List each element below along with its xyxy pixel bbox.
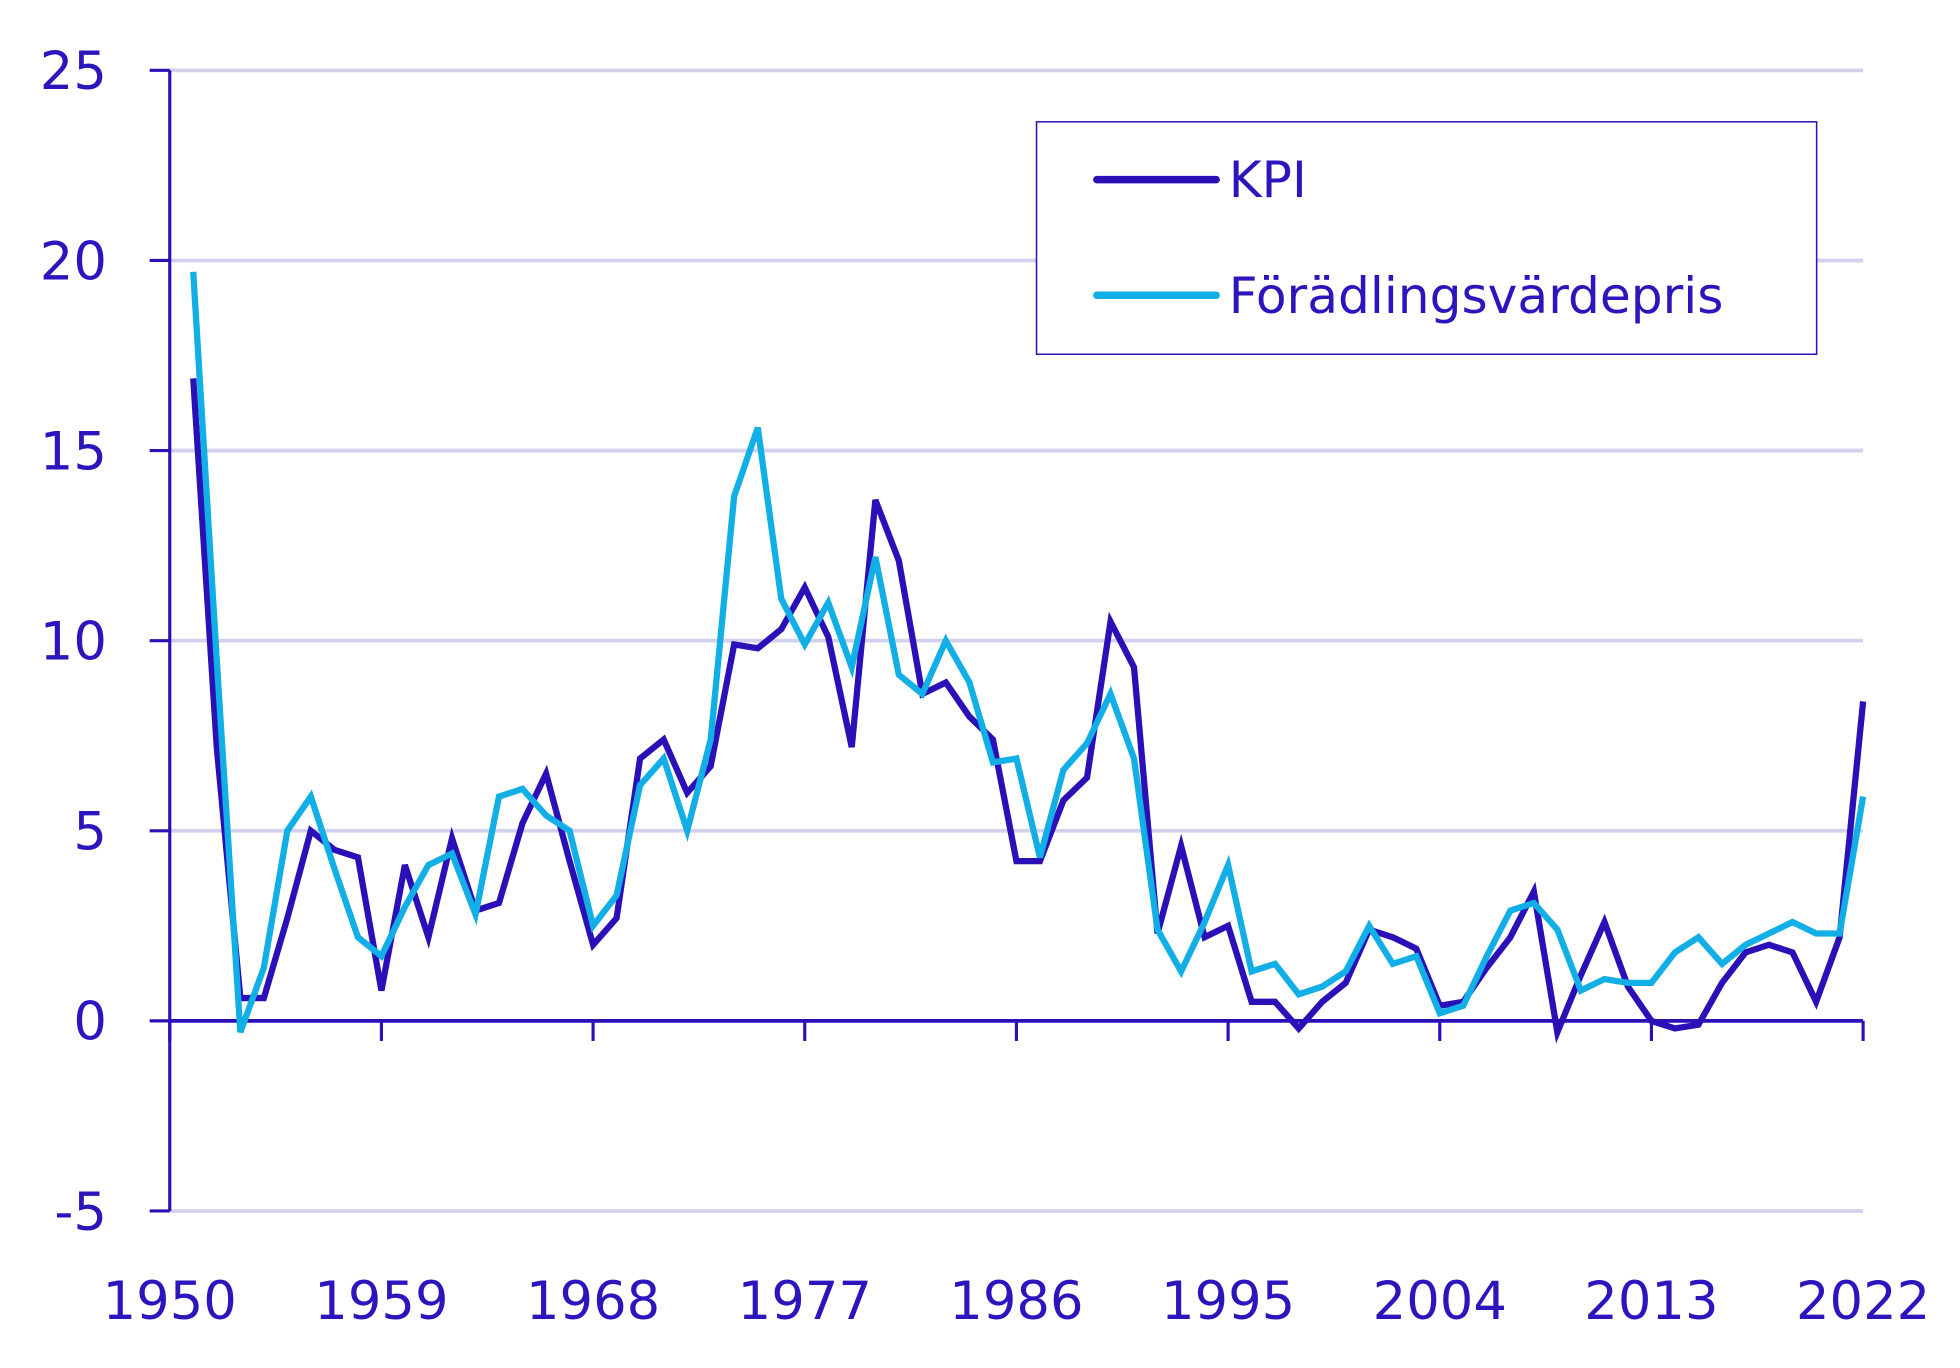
axes: [149, 68, 1865, 1213]
y-tick-label: 0: [73, 992, 107, 1053]
x-tick-label: 2004: [1373, 1271, 1507, 1332]
series-lines: [190, 271, 1867, 1044]
legend: KPI Förädlingsvärdepris: [1035, 121, 1818, 356]
series-line-kpi: [190, 378, 1867, 1044]
x-tick-label: 1950: [103, 1271, 237, 1332]
y-tick-label: 5: [73, 802, 107, 863]
x-tick-label: 2022: [1796, 1271, 1930, 1332]
legend-label-foradlingsvardepris: Förädlingsvärdepris: [1229, 266, 1724, 325]
y-tick-label: 25: [40, 41, 107, 102]
x-tick-label: 1959: [314, 1271, 448, 1332]
y-tick-label: 20: [40, 231, 107, 292]
x-tick-label: 1968: [526, 1271, 660, 1332]
legend-box: [1035, 121, 1818, 356]
legend-label-kpi: KPI: [1229, 150, 1307, 209]
series-line-foradlingsvardepris: [190, 271, 1867, 1034]
y-tick-label: 10: [40, 612, 107, 673]
x-tick-label: 1995: [1161, 1271, 1295, 1332]
y-axis-tick-labels: -5 0 5 10 15 20 25: [40, 41, 107, 1243]
y-tick-label: 15: [40, 421, 107, 482]
y-tick-label: -5: [54, 1182, 107, 1243]
x-tick-label: 2013: [1584, 1271, 1718, 1332]
x-tick-label: 1977: [738, 1271, 872, 1332]
x-axis-tick-labels: 1950 1959 1968 1977 1986 1995 2004 2013 2022: [103, 1271, 1931, 1332]
x-tick-label: 1986: [949, 1271, 1083, 1332]
